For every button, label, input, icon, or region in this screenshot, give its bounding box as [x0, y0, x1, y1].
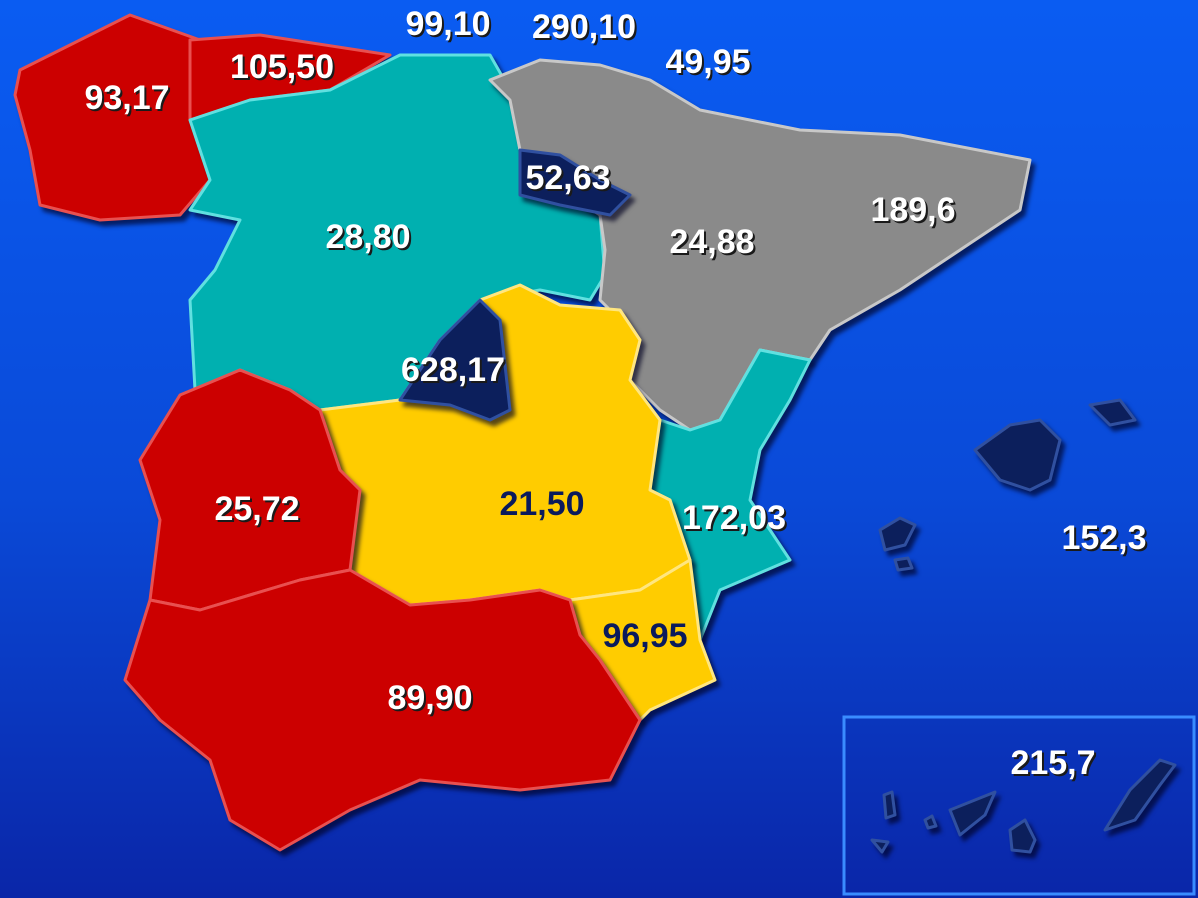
region-label: 189,6 [870, 191, 955, 229]
formentera [895, 558, 912, 570]
island [884, 792, 895, 818]
region-label: 25,72 [214, 490, 299, 528]
region-label: 105,50 [230, 48, 334, 86]
region-label: 28,80 [325, 218, 410, 256]
region-label: 93,17 [84, 79, 169, 117]
region-label: 52,63 [525, 159, 610, 197]
region-label: 215,7 [1010, 744, 1095, 782]
region-label: 89,90 [387, 679, 472, 717]
region-label: 24,88 [669, 223, 754, 261]
region-label: 49,95 [665, 43, 750, 81]
region-label: 152,3 [1061, 519, 1146, 557]
region-label: 21,50 [499, 485, 584, 523]
region-label: 172,03 [682, 499, 786, 537]
region-label: 96,95 [602, 617, 687, 655]
map: 93,17 105,50 99,10 290,10 49,95 52,63 28… [0, 0, 1198, 898]
region-label: 99,10 [405, 5, 490, 43]
region-label: 290,10 [532, 8, 636, 46]
region-label: 628,17 [401, 351, 505, 389]
